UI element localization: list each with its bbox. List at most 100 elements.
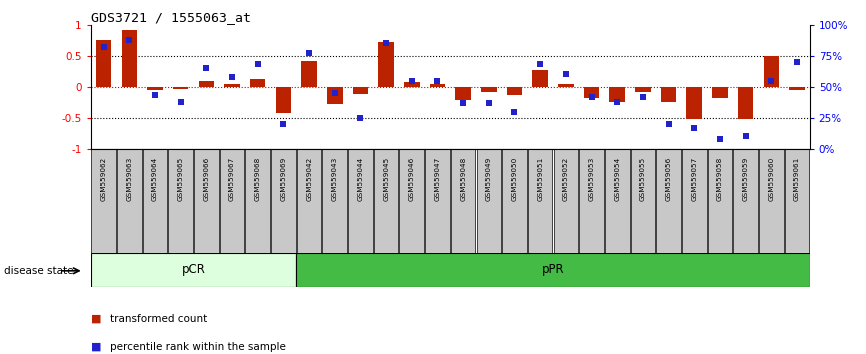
Text: GSM559066: GSM559066 (204, 157, 210, 201)
Bar (117, 149, 142, 253)
Bar (322, 149, 347, 253)
Point (507, 109, 521, 114)
Text: percentile rank within the sample: percentile rank within the sample (110, 342, 286, 352)
Text: GSM559049: GSM559049 (486, 157, 492, 201)
Bar (430, 84, 445, 87)
Bar (378, 42, 394, 87)
Text: GSM559053: GSM559053 (589, 157, 594, 201)
Bar (451, 149, 475, 253)
Bar (143, 149, 167, 253)
Bar (507, 87, 522, 95)
Point (379, 41, 393, 46)
Text: GSM559069: GSM559069 (281, 157, 287, 201)
Bar (220, 149, 244, 253)
Bar (687, 87, 701, 119)
Bar (712, 87, 727, 98)
Bar (399, 149, 424, 253)
Bar (92, 149, 116, 253)
Text: GSM559055: GSM559055 (640, 157, 646, 201)
Bar (96, 40, 112, 87)
Bar (764, 56, 779, 87)
Point (276, 121, 290, 127)
Bar (271, 149, 296, 253)
Bar (734, 149, 758, 253)
Point (405, 78, 419, 84)
Text: GDS3721 / 1555063_at: GDS3721 / 1555063_at (91, 11, 251, 24)
Point (533, 62, 547, 67)
Point (713, 136, 727, 142)
Bar (682, 149, 707, 253)
Point (251, 62, 265, 67)
Bar (635, 87, 650, 92)
Bar (245, 149, 270, 253)
Text: GSM559060: GSM559060 (768, 157, 774, 201)
Bar (579, 149, 604, 253)
Text: ■: ■ (91, 314, 101, 324)
Point (199, 65, 213, 71)
Bar (528, 149, 553, 253)
Text: GSM559051: GSM559051 (537, 157, 543, 201)
Bar (199, 81, 214, 87)
Bar (173, 87, 189, 88)
Text: GSM559062: GSM559062 (100, 157, 107, 201)
Bar (327, 87, 342, 104)
Bar (785, 149, 809, 253)
Text: GSM559061: GSM559061 (794, 157, 800, 201)
Text: GSM559063: GSM559063 (126, 157, 132, 201)
Bar (502, 149, 527, 253)
Bar (558, 84, 573, 87)
Bar (481, 87, 496, 92)
Point (328, 90, 342, 96)
Bar (374, 149, 398, 253)
Text: transformed count: transformed count (110, 314, 207, 324)
Point (97, 44, 111, 50)
Bar (250, 79, 266, 87)
Point (174, 99, 188, 104)
Point (430, 78, 444, 84)
Bar (224, 84, 240, 87)
Point (585, 94, 598, 99)
Bar (476, 149, 501, 253)
Point (302, 51, 316, 56)
Text: GSM559054: GSM559054 (614, 157, 620, 201)
Bar (404, 82, 419, 87)
Text: GSM559044: GSM559044 (358, 157, 364, 201)
Bar (122, 30, 137, 87)
Bar (738, 87, 753, 119)
Bar (584, 87, 599, 98)
Bar (425, 149, 449, 253)
Bar (553, 149, 578, 253)
Text: ■: ■ (91, 342, 101, 352)
Bar (194, 149, 219, 253)
Bar (297, 149, 321, 253)
Text: GSM559052: GSM559052 (563, 157, 569, 201)
Text: GSM559042: GSM559042 (307, 157, 312, 201)
Point (765, 78, 779, 84)
Text: GSM559046: GSM559046 (409, 157, 415, 201)
Point (225, 74, 239, 80)
Bar (759, 149, 784, 253)
Text: GSM559068: GSM559068 (255, 157, 261, 201)
Point (481, 100, 495, 106)
Bar (610, 87, 625, 102)
Bar (604, 149, 630, 253)
Bar (789, 87, 805, 90)
Text: disease state: disease state (4, 266, 74, 276)
Bar (661, 87, 676, 102)
Bar (630, 149, 656, 253)
Point (636, 94, 650, 99)
Text: GSM559067: GSM559067 (229, 157, 235, 201)
Point (148, 93, 162, 98)
Bar (169, 149, 193, 253)
Text: GSM559058: GSM559058 (717, 157, 723, 201)
Text: GSM559057: GSM559057 (691, 157, 697, 201)
Bar (352, 87, 368, 94)
Bar (533, 70, 548, 87)
Text: GSM559047: GSM559047 (435, 157, 441, 201)
Bar (275, 87, 291, 113)
Text: GSM559065: GSM559065 (178, 157, 184, 201)
Point (122, 37, 136, 42)
Bar (301, 61, 317, 87)
Bar (91, 253, 296, 287)
Bar (708, 149, 732, 253)
